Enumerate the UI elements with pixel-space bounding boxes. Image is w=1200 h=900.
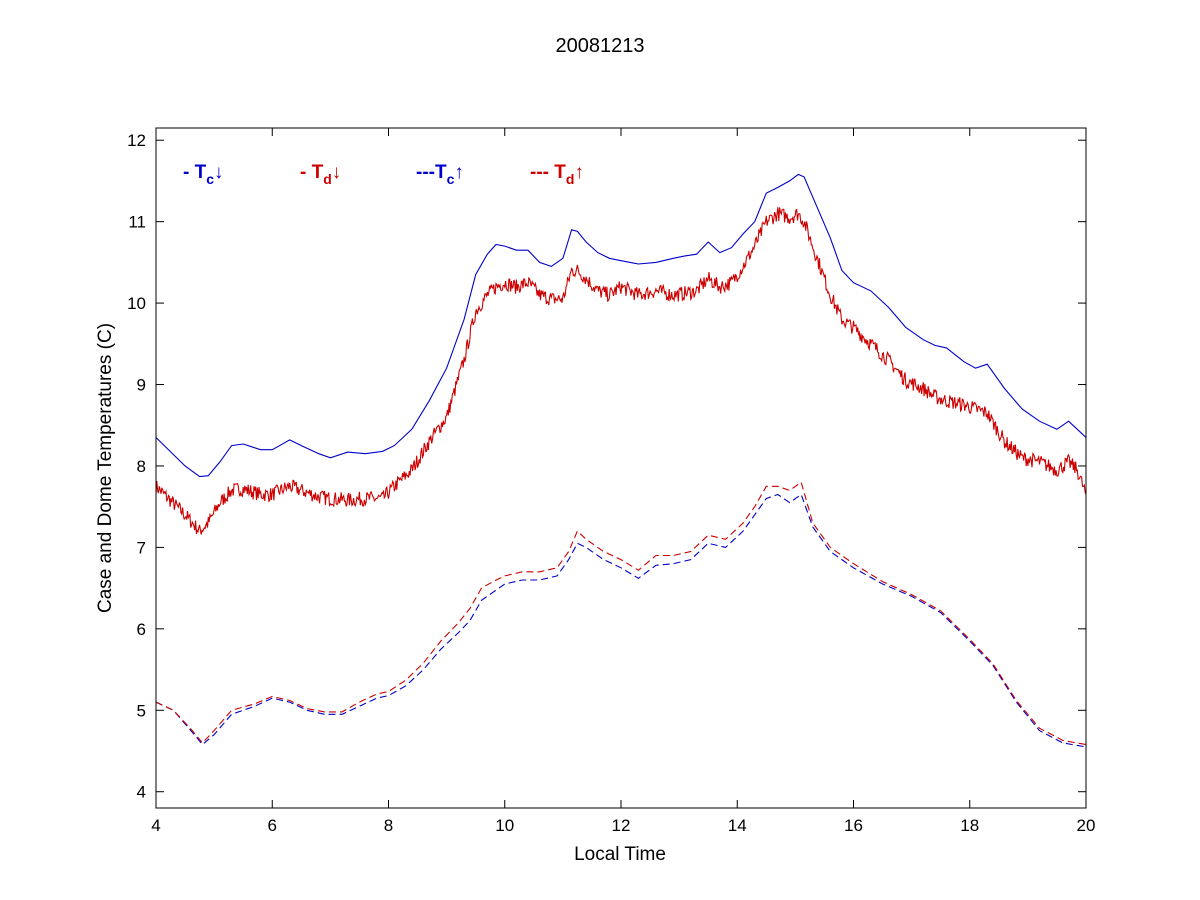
legend-prefix: - bbox=[183, 162, 195, 183]
ticks-layer: 4 6 8 10 12 14 16 18 20 4 5 6 7 8 9 10 11 12 bbox=[127, 128, 1095, 835]
y-tick-label: 6 bbox=[137, 620, 146, 639]
legend-arrow: ↑ bbox=[574, 162, 584, 183]
y-tick-label: 12 bbox=[127, 131, 146, 150]
series-layer bbox=[156, 173, 1086, 748]
y-tick-label: 5 bbox=[137, 701, 146, 720]
series-line-2 bbox=[156, 207, 1086, 535]
legend-base: T bbox=[554, 162, 566, 183]
legend-subscript: d bbox=[566, 171, 575, 187]
legend-prefix: --- bbox=[530, 162, 554, 183]
x-tick-label: 12 bbox=[612, 816, 631, 835]
legend-arrow: ↓ bbox=[214, 162, 224, 183]
series-line-4 bbox=[156, 481, 1086, 746]
legend-base: T bbox=[195, 162, 207, 183]
x-tick-label: 4 bbox=[151, 816, 160, 835]
x-tick-label: 18 bbox=[960, 816, 979, 835]
chart-title: 20081213 bbox=[556, 35, 645, 57]
legend-arrow: ↓ bbox=[332, 162, 342, 183]
y-tick-label: 9 bbox=[137, 376, 146, 395]
legend-prefix: - bbox=[300, 162, 312, 183]
x-tick-label: 20 bbox=[1077, 816, 1096, 835]
y-axis-label: Case and Dome Temperatures (C) bbox=[95, 323, 116, 613]
legend-subscript: c bbox=[447, 171, 455, 187]
y-tick-label: 4 bbox=[137, 783, 146, 802]
x-tick-label: 10 bbox=[495, 816, 514, 835]
legend-entry-4: --- Td↑ bbox=[530, 162, 584, 187]
x-tick-label: 16 bbox=[844, 816, 863, 835]
legend-entry-3: ---Tc↑ bbox=[416, 162, 464, 187]
legend-prefix: --- bbox=[416, 162, 435, 183]
legend: - Tc↓ - Td↓ ---Tc↑ --- Td↑ bbox=[183, 162, 584, 187]
legend-entry-1: - Tc↓ bbox=[183, 162, 224, 187]
legend-arrow: ↑ bbox=[454, 162, 464, 183]
y-tick-label: 10 bbox=[127, 294, 146, 313]
y-tick-label: 8 bbox=[137, 457, 146, 476]
legend-subscript: c bbox=[206, 171, 214, 187]
legend-base: T bbox=[435, 162, 447, 183]
x-tick-label: 8 bbox=[384, 816, 393, 835]
x-tick-label: 6 bbox=[268, 816, 277, 835]
legend-entry-2: - Td↓ bbox=[300, 162, 341, 187]
y-tick-label: 11 bbox=[128, 213, 146, 232]
legend-subscript: d bbox=[323, 171, 332, 187]
x-tick-label: 14 bbox=[728, 816, 747, 835]
series-line-1 bbox=[156, 173, 1086, 478]
series-line-3 bbox=[156, 493, 1086, 748]
x-axis-label: Local Time bbox=[574, 844, 666, 865]
y-tick-label: 7 bbox=[137, 538, 146, 557]
legend-base: T bbox=[312, 162, 324, 183]
